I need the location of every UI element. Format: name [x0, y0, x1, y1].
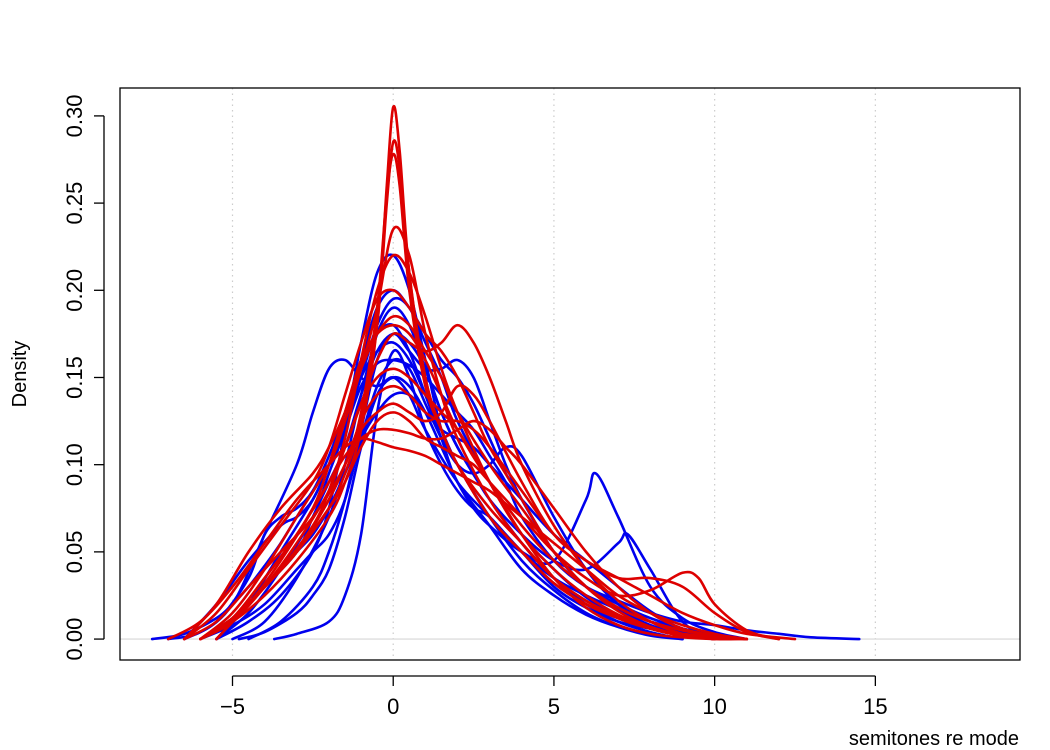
blue-density-curve [150, 358, 861, 641]
red-density-curve [199, 384, 797, 641]
red-density-curve [199, 411, 781, 641]
blue-density-curve [166, 358, 733, 641]
x-tick-label: 5 [548, 694, 560, 719]
y-axis-title: Density [9, 341, 31, 408]
density-curves [150, 104, 861, 641]
red-density-curve [166, 437, 749, 641]
red-density-curve [199, 323, 716, 641]
y-tick-label: 0.25 [62, 182, 87, 225]
x-axis-title: semitones re mode [849, 728, 1019, 750]
y-tick-label: 0.10 [62, 443, 87, 486]
red-density-curve [199, 367, 749, 641]
red-density-curve [215, 323, 749, 641]
plot-frame [119, 87, 1021, 661]
grid-lines [231, 88, 876, 660]
x-tick-label: 10 [702, 694, 726, 719]
x-axis: −5 0 5 10 15 [220, 675, 888, 719]
y-tick-label: 0.30 [62, 94, 87, 137]
blue-density-curve [215, 253, 716, 641]
y-tick-label: 0.00 [62, 618, 87, 661]
y-axis: 0.00 0.05 0.10 0.15 0.20 0.25 0.30 [62, 94, 105, 661]
x-tick-label: 0 [387, 694, 399, 719]
x-tick-label: 15 [863, 694, 887, 719]
x-tick-label: −5 [220, 694, 245, 719]
y-tick-label: 0.05 [62, 530, 87, 573]
y-tick-label: 0.20 [62, 269, 87, 312]
y-tick-label: 0.15 [62, 356, 87, 399]
